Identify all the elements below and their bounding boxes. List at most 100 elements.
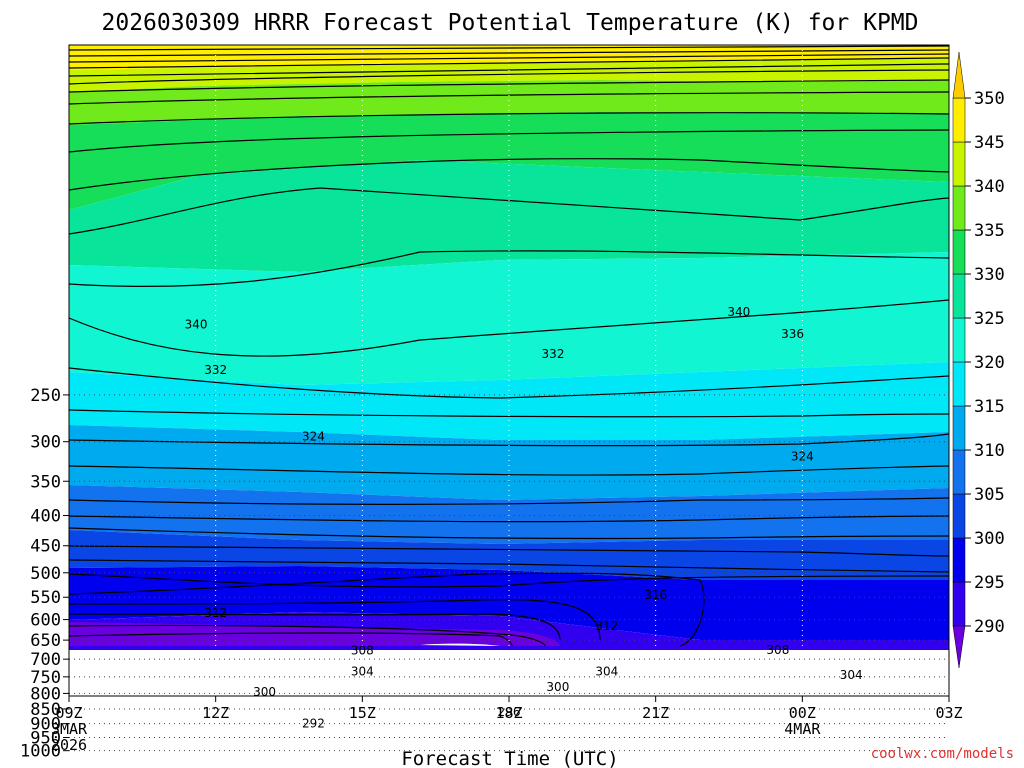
colorbar-label: 335 <box>974 221 1005 241</box>
y-tick-label: 700 <box>30 650 61 670</box>
colorbar-label: 305 <box>974 485 1005 505</box>
colorbar-swatch <box>952 273 966 319</box>
x-tick-label: 21Z <box>642 704 669 722</box>
y-tick-label: 650 <box>30 631 61 651</box>
contour-label: 304 <box>595 665 618 679</box>
contour-line <box>69 624 546 647</box>
colorbar-label: 340 <box>974 177 1005 197</box>
contour-line <box>69 527 949 540</box>
colorbar-label: 345 <box>974 133 1005 153</box>
contour-line <box>69 465 949 476</box>
contour-line <box>69 91 949 105</box>
contour-label: 316 <box>644 588 667 602</box>
contour-label: 308 <box>351 644 374 658</box>
contour-line <box>69 599 601 641</box>
credit-text: coolwx.com/models <box>871 746 1014 762</box>
y-tick-label: 850 <box>30 700 61 720</box>
colorbar-label: 320 <box>974 353 1005 373</box>
contour-line <box>69 250 949 288</box>
colorbar: 290 295 300 305 310 315 320 325 330 335 340 345 350 <box>952 51 1005 669</box>
contour-label: 336 <box>781 327 804 341</box>
colorbar-label: 290 <box>974 617 1005 637</box>
colorbar-label: 295 <box>974 573 1005 593</box>
contour-line <box>69 559 949 573</box>
colorbar-max-arrow <box>952 51 966 99</box>
color-bands <box>69 45 949 650</box>
colorbar-swatch <box>952 581 966 627</box>
y-tick-label: 550 <box>30 588 61 608</box>
y-tick-label: 800 <box>30 684 61 704</box>
contour-line <box>69 632 513 647</box>
colorbar-swatch <box>952 361 966 407</box>
contour-line <box>69 79 949 93</box>
contour-labels: 340 340 336 332 332 324 324 316 312 312 308 308 304 3… <box>185 305 863 731</box>
contour-label: 340 <box>185 317 208 331</box>
y-axis: 2503003504004505005506006507007508008509… <box>20 386 69 762</box>
colorbar-swatch <box>952 97 966 143</box>
colorbar-swatch <box>952 141 966 187</box>
colorbar-label: 330 <box>974 265 1005 285</box>
y-tick-label: 500 <box>30 564 61 584</box>
contour-line <box>69 545 949 557</box>
contour-line <box>69 613 561 641</box>
colorbar-min-arrow <box>952 625 966 669</box>
y-tick-label: 300 <box>30 433 61 453</box>
y-tick-label: 250 <box>30 386 61 406</box>
y-tick-label: 400 <box>30 507 61 527</box>
y-tick-label: 600 <box>30 611 61 631</box>
contour-label: 312 <box>204 606 227 620</box>
contour-label: 324 <box>302 430 325 444</box>
contour-label: 304 <box>840 668 863 682</box>
y-tick-label: 750 <box>30 668 61 688</box>
colorbar-label: 300 <box>974 529 1005 549</box>
x-tick-label: 15Z <box>349 704 376 722</box>
contour-line <box>69 299 949 357</box>
colorbar-label: 310 <box>974 441 1005 461</box>
contour-label: 340 <box>727 305 750 319</box>
contour-line <box>69 158 949 191</box>
contour-label: 332 <box>542 347 565 361</box>
colorbar-label: 315 <box>974 397 1005 417</box>
contour-line <box>69 69 949 85</box>
colorbar-swatch <box>952 405 966 451</box>
x-tick-sublabel: 2026 <box>51 736 87 754</box>
y-tick-label: 1000 <box>20 742 61 762</box>
contour-label: 332 <box>204 363 227 377</box>
contour-line <box>69 515 949 523</box>
x-tick-sublabel: 3MAR <box>51 720 88 738</box>
contour-label: 300 <box>253 685 276 699</box>
contour-line <box>69 573 949 588</box>
color-band <box>69 252 949 385</box>
contour-line <box>69 129 949 153</box>
x-tick-label: 12Z <box>202 704 229 722</box>
colorbar-swatch <box>952 493 966 539</box>
y-tick-label: 900 <box>30 715 61 735</box>
contour-line <box>69 572 705 647</box>
y-tick-label: 450 <box>30 537 61 557</box>
x-axis-title: Forecast Time (UTC) <box>401 748 618 768</box>
colorbar-label: 350 <box>974 89 1005 109</box>
contour-label: 324 <box>791 450 814 464</box>
contour-label: 304 <box>351 665 374 679</box>
contour-line <box>69 497 949 506</box>
x-tick-label: 18Z <box>495 704 522 722</box>
x-tick-label: 03Z <box>935 704 962 722</box>
x-tick-sublabel: 4MAR <box>784 720 821 738</box>
colorbar-swatch <box>952 317 966 363</box>
cold-pool-region <box>69 622 560 646</box>
y-tick-label: 950 <box>30 729 61 749</box>
chart-title: 2026030309 HRRR Forecast Potential Tempe… <box>102 10 919 36</box>
contour-line <box>69 433 949 447</box>
y-tick-label: 350 <box>30 472 61 492</box>
x-tick-label: 09Z <box>55 704 82 722</box>
x-tick-label: 00Z <box>789 704 816 722</box>
contour-label: 300 <box>546 680 569 694</box>
colorbar-swatch <box>952 449 966 495</box>
contour-line <box>69 367 949 399</box>
color-band <box>69 80 949 125</box>
contour-line <box>69 187 949 235</box>
colorbar-label: 325 <box>974 309 1005 329</box>
contour-label: 296 <box>498 705 521 719</box>
colorbar-swatch <box>952 185 966 231</box>
